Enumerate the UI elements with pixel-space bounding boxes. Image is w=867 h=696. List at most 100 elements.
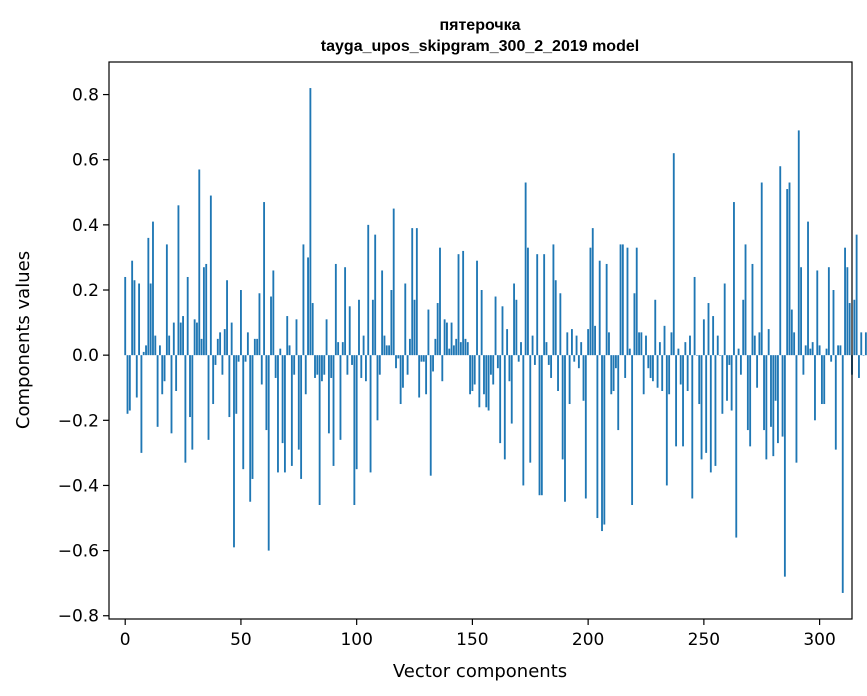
bar-53 <box>246 332 249 356</box>
bar-134 <box>434 338 437 356</box>
y-axis-ticks: −0.8 −0.6 −0.4 −0.2 0.0 0.2 0.4 0.6 0.8 <box>58 86 109 627</box>
bar-309 <box>839 345 842 356</box>
bar-2 <box>128 355 131 411</box>
bar-275 <box>760 182 763 356</box>
bar-17 <box>163 355 166 382</box>
bar-247 <box>695 355 698 356</box>
bar-278 <box>767 329 770 356</box>
bar-244 <box>689 335 691 356</box>
bar-91 <box>334 263 337 356</box>
bar-235 <box>668 355 671 395</box>
bar-125 <box>413 299 416 356</box>
bar-301 <box>820 355 823 405</box>
bar-52 <box>244 355 247 362</box>
bar-109 <box>376 355 379 421</box>
bar-120 <box>402 355 404 388</box>
bar-9 <box>145 345 147 356</box>
bar-286 <box>786 189 789 356</box>
bar-203 <box>594 325 596 356</box>
bar-155 <box>483 355 485 395</box>
bar-8 <box>142 351 145 356</box>
bar-305 <box>830 355 833 362</box>
bar-294 <box>804 345 807 356</box>
bar-48 <box>235 355 238 414</box>
bar-130 <box>425 355 428 395</box>
bar-64 <box>272 270 275 356</box>
bar-306 <box>832 290 835 356</box>
bar-207 <box>603 355 606 525</box>
bar-156 <box>485 355 488 408</box>
bar-59 <box>260 355 263 385</box>
bar-246 <box>693 276 696 356</box>
bar-28 <box>189 355 191 418</box>
bar-241 <box>682 355 684 447</box>
bar-45 <box>228 355 231 418</box>
bar-138 <box>443 319 446 356</box>
bar-72 <box>290 355 293 466</box>
bar-283 <box>779 166 782 356</box>
x-axis-label: Vector components <box>393 661 567 682</box>
bar-224 <box>642 355 645 395</box>
bar-140 <box>448 348 451 356</box>
bar-90 <box>332 355 335 466</box>
bar-33 <box>200 338 203 356</box>
bar-172 <box>522 355 525 486</box>
bar-124 <box>411 228 414 356</box>
bar-253 <box>709 355 712 473</box>
bar-262 <box>730 355 733 411</box>
bar-225 <box>645 335 647 356</box>
bar-71 <box>288 345 291 356</box>
bar-76 <box>300 355 303 479</box>
bar-47 <box>233 355 235 548</box>
bar-80 <box>309 88 312 356</box>
bar-21 <box>172 322 175 356</box>
bar-41 <box>219 332 222 356</box>
bar-107 <box>371 299 374 356</box>
bar-150 <box>471 355 474 391</box>
bar-162 <box>499 355 502 444</box>
bar-16 <box>161 355 164 395</box>
bar-46 <box>230 322 233 356</box>
bar-177 <box>533 355 536 365</box>
bar-304 <box>827 267 830 356</box>
bar-86 <box>323 355 326 375</box>
bar-54 <box>249 355 252 502</box>
bar-187 <box>557 355 559 391</box>
bar-97 <box>348 306 351 356</box>
bar-13 <box>154 335 157 356</box>
bar-51 <box>242 355 245 470</box>
bar-36 <box>207 355 210 440</box>
bar-300 <box>818 345 821 356</box>
bar-73 <box>293 355 296 375</box>
bar-81 <box>311 303 314 356</box>
bar-271 <box>751 263 754 356</box>
bar-213 <box>617 355 620 431</box>
bar-185 <box>552 244 555 356</box>
bar-231 <box>658 342 661 356</box>
y-tick-label: 0.8 <box>72 86 99 106</box>
bar-272 <box>753 335 756 356</box>
bar-264 <box>735 355 738 538</box>
bar-115 <box>390 290 393 356</box>
bar-295 <box>807 221 809 356</box>
bar-42 <box>221 355 224 375</box>
bar-287 <box>788 182 791 356</box>
bar-191 <box>566 332 569 356</box>
bar-249 <box>700 355 703 460</box>
chart-subtitle: tayga_upos_skipgram_300_2_2019 model <box>321 38 639 55</box>
bar-152 <box>476 260 478 356</box>
bar-111 <box>381 270 384 356</box>
x-tick-label: 200 <box>572 630 604 650</box>
bar-228 <box>652 355 654 382</box>
bar-220 <box>633 293 636 356</box>
bar-25 <box>182 316 184 356</box>
bar-154 <box>480 290 483 356</box>
bar-320 <box>864 332 867 356</box>
bar-116 <box>392 208 395 356</box>
bar-144 <box>457 254 460 356</box>
bar-221 <box>635 247 638 356</box>
bar-292 <box>800 267 802 356</box>
bar-308 <box>837 345 840 356</box>
bar-58 <box>258 293 261 356</box>
